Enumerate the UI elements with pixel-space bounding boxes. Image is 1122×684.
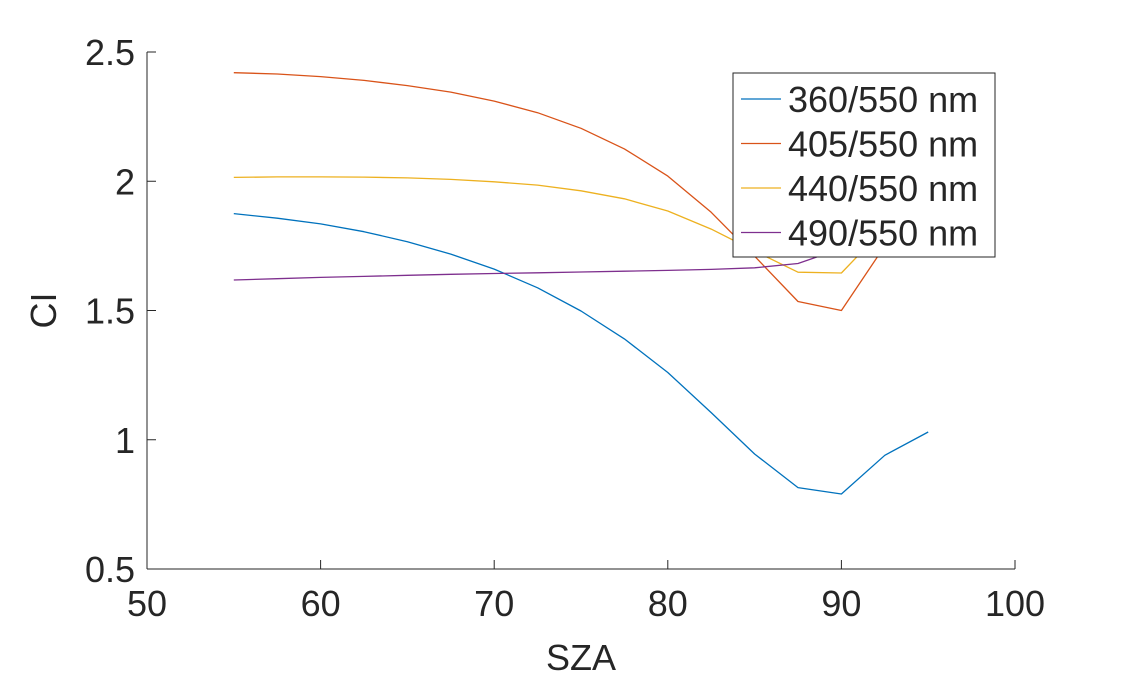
y-tick-label: 1 <box>115 420 135 461</box>
legend-label-4: 490/550 nm <box>788 213 978 254</box>
series-layer <box>233 72 929 495</box>
y-tick-label: 2.5 <box>85 32 135 73</box>
legend-label-2: 405/550 nm <box>788 124 978 165</box>
x-tick-label: 70 <box>474 583 514 624</box>
y-tick-label: 0.5 <box>85 549 135 590</box>
x-axis-label: SZA <box>546 637 616 678</box>
series-line-3 <box>233 176 929 274</box>
x-tick-label: 60 <box>301 583 341 624</box>
y-tick-label: 2 <box>115 161 135 202</box>
x-tick-label: 80 <box>648 583 688 624</box>
legend-box <box>732 72 996 258</box>
y-axis-label: CI <box>23 293 64 329</box>
legend-label-1: 360/550 nm <box>788 79 978 120</box>
series-line-1 <box>233 212 929 495</box>
tick-labels: 50 60 70 80 90 100 0.5 1 1.5 2 2.5 <box>85 32 1045 624</box>
series-line-2 <box>233 72 929 312</box>
axes <box>146 51 1016 570</box>
x-tick-label: 100 <box>985 583 1045 624</box>
x-tick-label: 50 <box>127 583 167 624</box>
x-tick-label: 90 <box>821 583 861 624</box>
legend-label-3: 440/550 nm <box>788 168 978 209</box>
y-tick-label: 1.5 <box>85 291 135 332</box>
series-line-4 <box>233 232 929 281</box>
